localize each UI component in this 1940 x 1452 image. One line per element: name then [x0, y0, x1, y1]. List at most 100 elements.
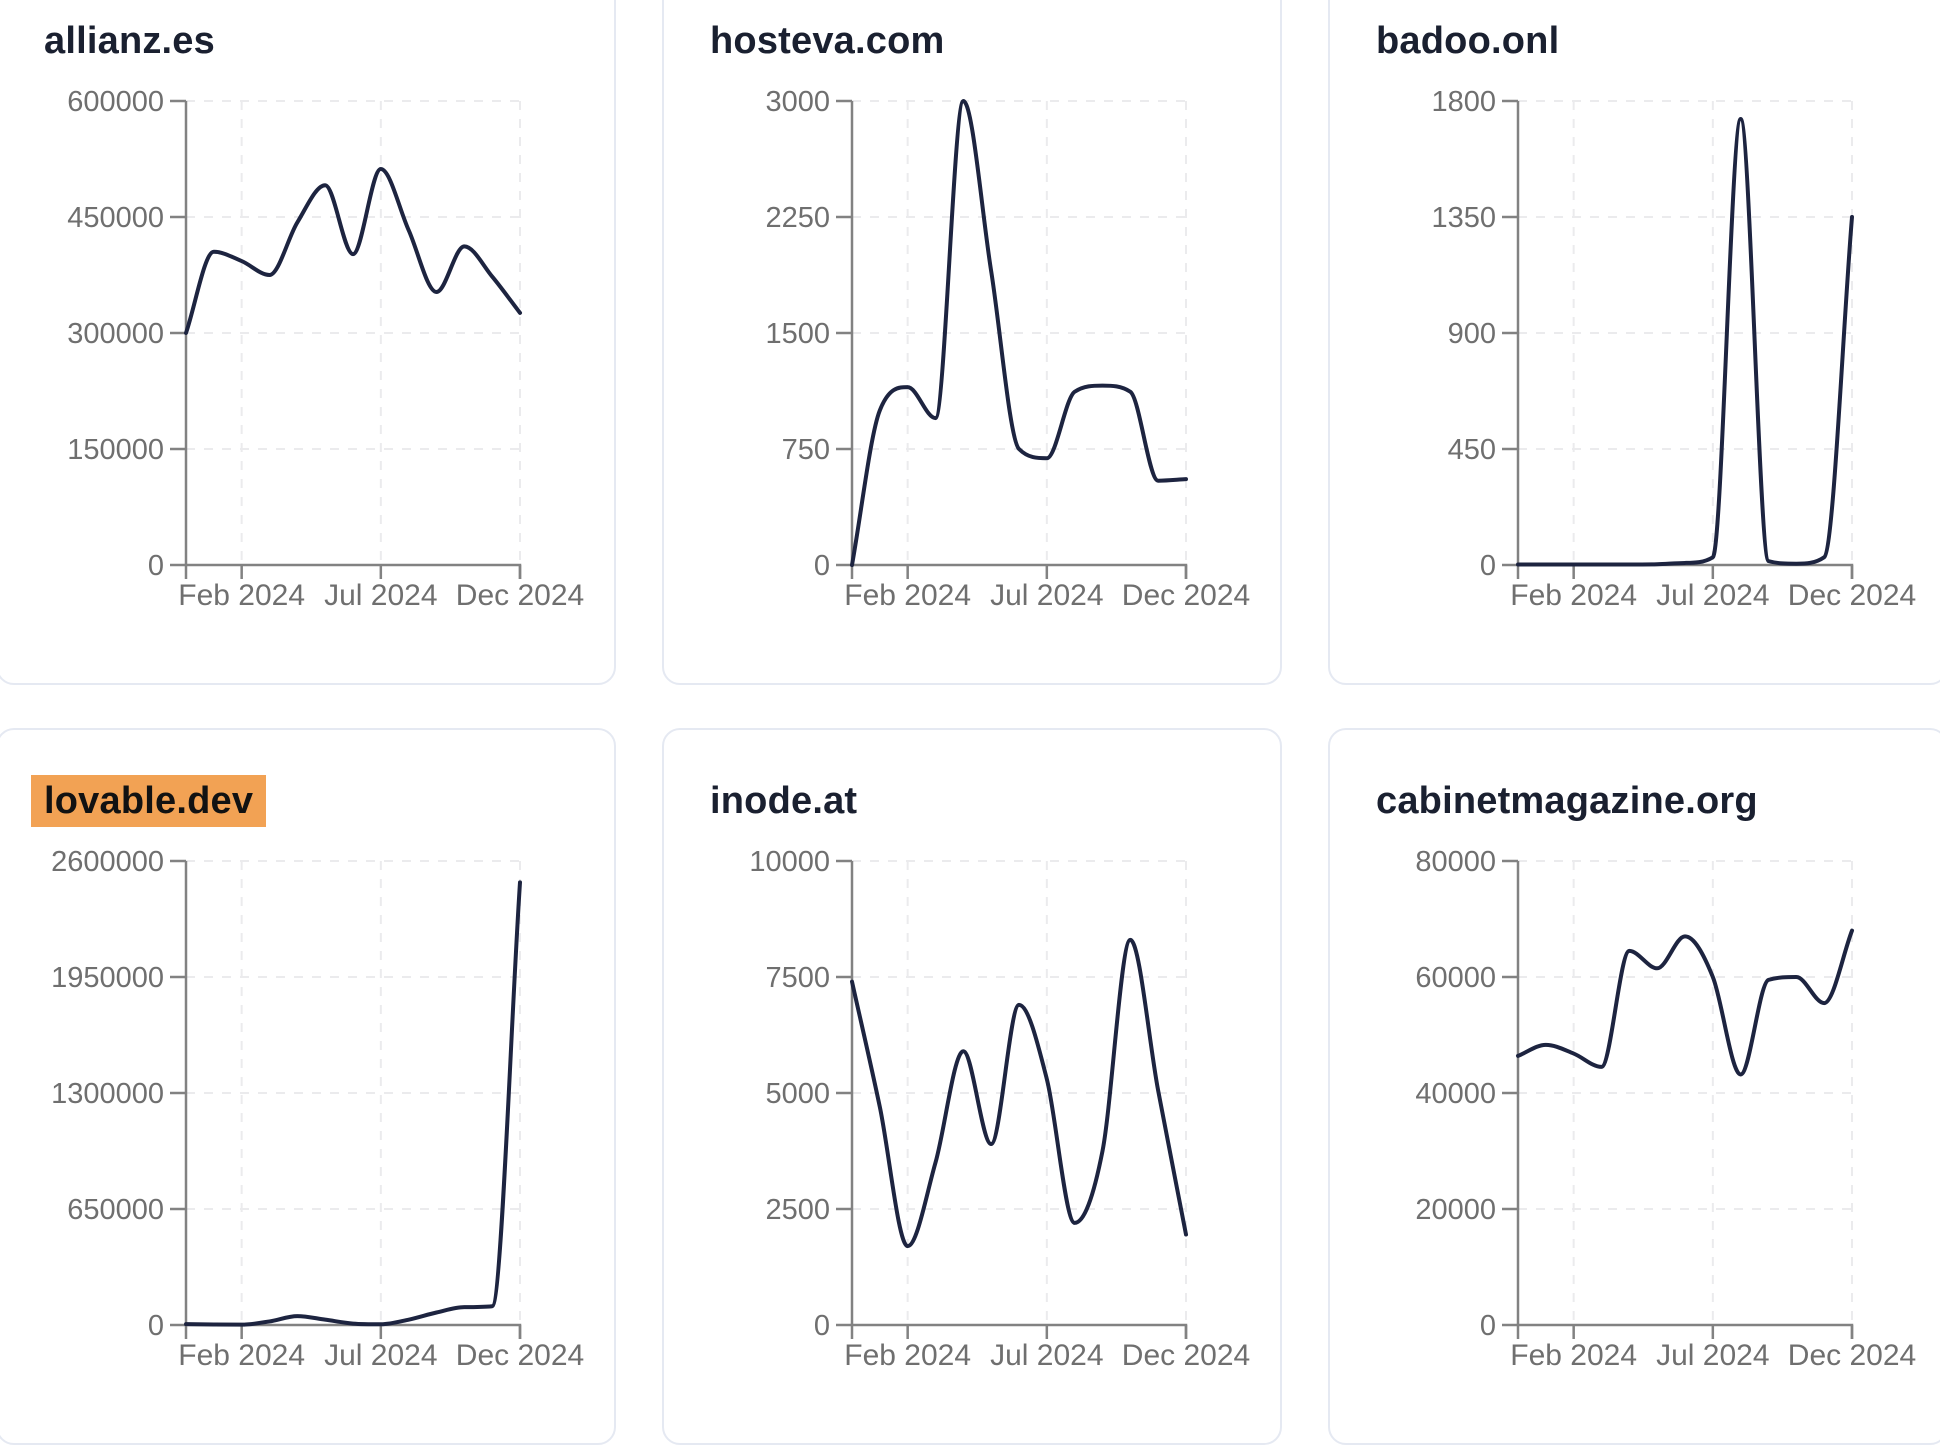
domain-label: cabinetmagazine.org — [1376, 780, 1758, 822]
svg-text:2250: 2250 — [765, 202, 830, 234]
svg-text:Jul 2024: Jul 2024 — [1656, 579, 1769, 612]
x-axis — [1516, 1323, 1854, 1339]
svg-text:Dec 2024: Dec 2024 — [1122, 1339, 1250, 1372]
gridlines — [186, 100, 521, 565]
svg-text:10000: 10000 — [749, 846, 830, 878]
axis-tick-labels: 0 20000 40000 60000 80000 Feb 2024 Jul 2024 Dec… — [1415, 846, 1916, 1372]
svg-text:Jul 2024: Jul 2024 — [1656, 1339, 1769, 1372]
svg-text:0: 0 — [814, 1310, 830, 1342]
svg-text:2600000: 2600000 — [51, 846, 164, 878]
gridlines — [1518, 100, 1853, 565]
svg-text:Feb 2024: Feb 2024 — [844, 579, 971, 612]
y-axis — [1502, 99, 1520, 567]
svg-text:60000: 60000 — [1415, 962, 1496, 994]
x-axis — [184, 1323, 522, 1339]
traffic-line-chart: 0 150000 300000 450000 600000 Feb 2024 Jul 202… — [67, 86, 584, 612]
chart-title: badoo.onl — [1376, 22, 1559, 60]
y-axis — [836, 99, 854, 567]
svg-text:450: 450 — [1448, 434, 1496, 466]
chart-card-cabinetmagazine: cabinetmagazine.org 0 20000 40000 60000 8000… — [1328, 728, 1940, 1445]
svg-text:600000: 600000 — [67, 86, 164, 118]
svg-text:5000: 5000 — [765, 1078, 830, 1110]
svg-text:750: 750 — [782, 434, 830, 466]
svg-text:150000: 150000 — [67, 434, 164, 466]
axis-tick-labels: 0 750 1500 2250 3000 Feb 2024 Jul 2024 Dec 2024 — [765, 86, 1250, 612]
gridlines — [186, 860, 521, 1325]
gridlines — [852, 100, 1187, 565]
chart-card-badoo: badoo.onl 0 450 900 1350 1800 Feb 2024 Jul 202… — [1328, 0, 1940, 685]
svg-text:40000: 40000 — [1415, 1078, 1496, 1110]
svg-text:450000: 450000 — [67, 202, 164, 234]
svg-text:Jul 2024: Jul 2024 — [990, 579, 1103, 612]
svg-text:0: 0 — [1480, 1310, 1496, 1342]
svg-text:900: 900 — [1448, 318, 1496, 350]
gridlines — [852, 860, 1187, 1325]
svg-text:80000: 80000 — [1415, 846, 1496, 878]
svg-text:Dec 2024: Dec 2024 — [1788, 1339, 1916, 1372]
chart-card-hosteva: hosteva.com 0 750 1500 2250 3000 Feb 2024 Jul … — [662, 0, 1282, 685]
y-axis — [1502, 859, 1520, 1327]
svg-text:1800: 1800 — [1431, 86, 1496, 118]
chart-card-allianz: allianz.es 0 150000 300000 450000 600000 Feb … — [0, 0, 616, 685]
y-axis — [170, 859, 188, 1327]
svg-text:Feb 2024: Feb 2024 — [844, 1339, 971, 1372]
chart-card-lovable: lovable.dev 0 650000 1300000 1950000 2600000… — [0, 728, 616, 1445]
series-line — [184, 880, 522, 1327]
svg-text:Dec 2024: Dec 2024 — [456, 579, 584, 612]
y-axis — [836, 859, 854, 1327]
svg-text:Dec 2024: Dec 2024 — [456, 1339, 584, 1372]
svg-text:0: 0 — [1480, 550, 1496, 582]
svg-text:20000: 20000 — [1415, 1194, 1496, 1226]
traffic-line-chart: 0 450 900 1350 1800 Feb 2024 Jul 2024 Dec 2024 — [1431, 86, 1916, 612]
series-line — [850, 937, 1188, 1249]
series-line — [184, 167, 522, 335]
x-axis — [1516, 563, 1854, 579]
domain-label: badoo.onl — [1376, 20, 1560, 62]
gridlines — [1518, 860, 1853, 1325]
axis-tick-labels: 0 2500 5000 7500 10000 Feb 2024 Jul 2024 Dec 20… — [749, 846, 1250, 1372]
svg-text:Feb 2024: Feb 2024 — [1510, 579, 1637, 612]
svg-text:0: 0 — [148, 550, 164, 582]
svg-text:1950000: 1950000 — [51, 962, 164, 994]
svg-text:300000: 300000 — [67, 318, 164, 350]
svg-text:650000: 650000 — [67, 1194, 164, 1226]
axis-tick-labels: 0 650000 1300000 1950000 2600000 Feb 2024 Jul … — [51, 846, 584, 1372]
traffic-line-chart: 0 2500 5000 7500 10000 Feb 2024 Jul 2024 Dec 20… — [749, 846, 1250, 1372]
chart-title: lovable.dev — [31, 775, 267, 827]
traffic-line-chart: 0 750 1500 2250 3000 Feb 2024 Jul 2024 Dec 2024 — [765, 86, 1250, 612]
domain-label: inode.at — [710, 780, 858, 822]
domain-label: allianz.es — [44, 20, 215, 62]
domain-label: hosteva.com — [710, 20, 945, 62]
svg-text:0: 0 — [814, 550, 830, 582]
series-line — [1516, 928, 1854, 1077]
svg-text:Feb 2024: Feb 2024 — [178, 1339, 305, 1372]
svg-text:Jul 2024: Jul 2024 — [324, 1339, 437, 1372]
traffic-line-chart: 0 20000 40000 60000 80000 Feb 2024 Jul 2024 Dec… — [1415, 846, 1916, 1372]
chart-card-inode: inode.at 0 2500 5000 7500 10000 Feb 2024 Jul 2… — [662, 728, 1282, 1445]
svg-text:2500: 2500 — [765, 1194, 830, 1226]
series-line — [850, 99, 1188, 567]
svg-text:Jul 2024: Jul 2024 — [990, 1339, 1103, 1372]
svg-text:1500: 1500 — [765, 318, 830, 350]
svg-text:Dec 2024: Dec 2024 — [1122, 579, 1250, 612]
svg-text:3000: 3000 — [765, 86, 830, 118]
svg-text:0: 0 — [148, 1310, 164, 1342]
x-axis — [850, 1323, 1188, 1339]
axis-tick-labels: 0 450 900 1350 1800 Feb 2024 Jul 2024 Dec 2024 — [1431, 86, 1916, 612]
domain-label-highlighted: lovable.dev — [31, 775, 267, 827]
svg-text:Feb 2024: Feb 2024 — [178, 579, 305, 612]
chart-title: hosteva.com — [710, 22, 945, 60]
y-axis — [170, 99, 188, 567]
traffic-line-chart: 0 650000 1300000 1950000 2600000 Feb 2024 Jul … — [51, 846, 584, 1372]
svg-text:1300000: 1300000 — [51, 1078, 164, 1110]
svg-text:7500: 7500 — [765, 962, 830, 994]
x-axis — [184, 563, 522, 579]
svg-text:1350: 1350 — [1431, 202, 1496, 234]
chart-title: cabinetmagazine.org — [1376, 782, 1758, 820]
chart-title: allianz.es — [44, 22, 215, 60]
chart-title: inode.at — [710, 782, 857, 820]
svg-text:Jul 2024: Jul 2024 — [324, 579, 437, 612]
series-line — [1516, 117, 1854, 567]
axis-tick-labels: 0 150000 300000 450000 600000 Feb 2024 Jul 202… — [67, 86, 584, 612]
